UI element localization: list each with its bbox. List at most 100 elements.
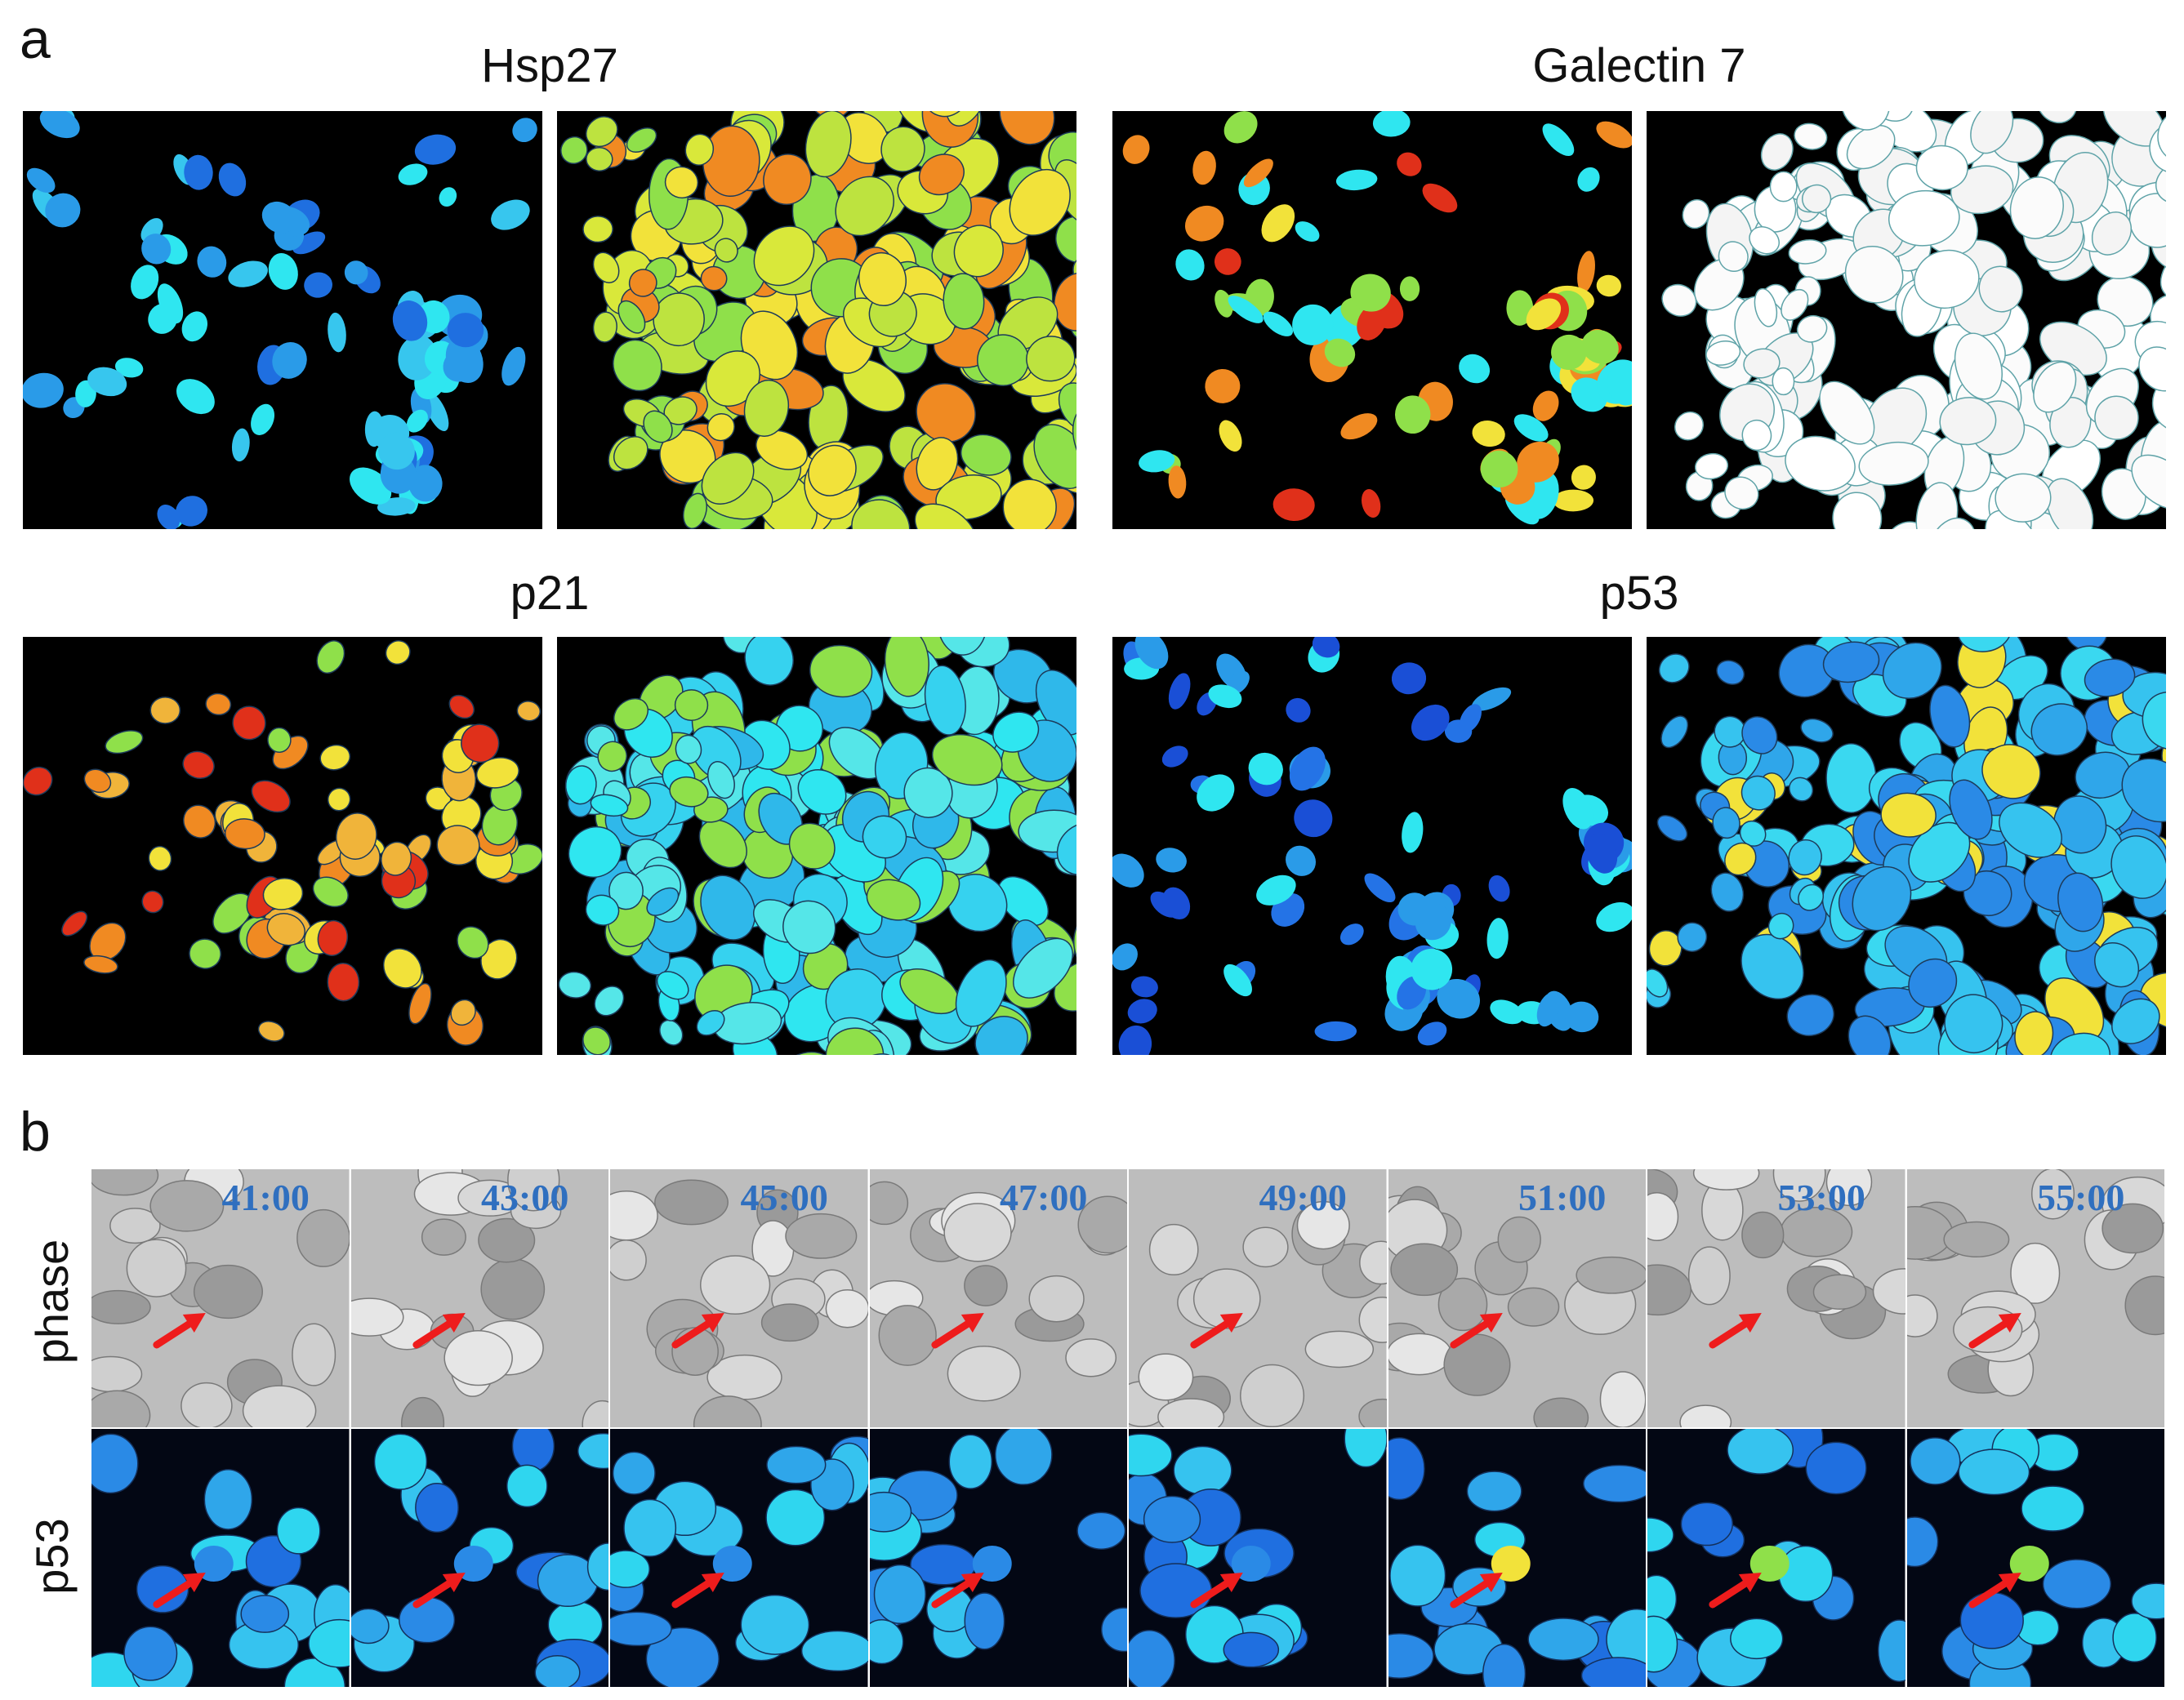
cell [2084,658,2136,697]
cell [696,1010,725,1036]
cell [2138,346,2166,392]
cell [421,1218,466,1256]
cell [1596,901,1632,932]
phase-frame-3 [610,1169,868,1427]
cell [1399,276,1420,301]
cell [1825,742,1877,814]
cell [1674,411,1704,441]
cell [763,154,812,206]
cell [1957,1449,2030,1496]
cell [1705,340,1741,366]
cell [866,879,921,921]
cell [568,826,622,879]
cell [785,1213,858,1259]
cell [398,163,428,185]
cell [903,767,953,818]
cell [91,1390,151,1427]
cell [1143,1495,1201,1543]
cell [335,812,377,860]
cell [800,637,872,643]
cell [1571,465,1596,490]
cell [1056,822,1076,876]
cell [585,116,618,148]
cell [1486,918,1509,959]
cell [1002,478,1057,529]
cell [955,959,1007,1027]
cell [1970,111,2014,154]
cell [878,1305,937,1366]
cell [1562,788,1593,830]
cell [1223,963,1252,997]
cell [1197,774,1235,812]
cell [425,392,449,432]
cell [2046,478,2094,529]
cell [1223,111,1258,144]
cell [1442,1333,1511,1396]
p53-frame-2 [350,1429,608,1687]
cell [268,253,298,290]
cell [350,1297,404,1337]
cell [2033,361,2077,413]
cell [1526,298,1562,331]
cell [586,1542,608,1591]
timestamp-label: 43:00 [481,1177,569,1218]
cell [1978,265,2023,313]
cell [714,238,738,263]
cell [1680,1502,1734,1546]
cell [1335,169,1378,191]
cell [1027,1275,1085,1323]
cell [1130,976,1158,998]
cell [1959,1591,2024,1649]
cell [1192,150,1216,185]
cell [1741,1211,1785,1259]
cell [91,1289,151,1324]
cell [825,1289,868,1328]
cell [182,750,215,779]
cell [1490,999,1524,1025]
cell [610,1550,650,1588]
cell [1647,1192,1679,1242]
cell [778,1051,840,1055]
cell [1727,1429,1794,1475]
cell [91,1433,139,1494]
cell [617,300,646,334]
cell [1497,1216,1541,1263]
cell [350,1608,390,1644]
cell [1513,414,1549,442]
p53-frame-6 [1388,1429,1646,1687]
cell [943,1203,1012,1262]
cell [1388,1333,1452,1376]
cell [1553,489,1594,512]
cell [1741,775,1776,811]
cell [1055,216,1076,264]
cell [1292,304,1334,345]
cell [414,1483,459,1533]
cell [2057,872,2104,932]
cell [83,768,112,794]
timestamp-label: 51:00 [1518,1177,1607,1218]
cell [1880,792,1937,838]
cell [592,311,617,343]
galectin7-image-dense [1647,111,2166,529]
cell [918,154,965,196]
cell [228,260,268,287]
timestamp-label: 49:00 [1259,1177,1347,1218]
cell [1173,1445,1232,1495]
cell [1388,1544,1446,1607]
cell [2020,1485,2084,1532]
cell [450,999,476,1026]
cell [1339,923,1364,946]
cell [197,246,227,278]
cell [669,776,709,808]
cell [373,1433,427,1490]
cell [884,637,929,697]
cell [582,1026,611,1055]
cell [1914,249,1980,309]
cell [1789,777,1814,802]
cell [1411,704,1450,741]
title-p21: p21 [510,567,590,620]
cell [700,874,756,941]
cell [740,1594,810,1655]
cell [1767,912,1794,940]
red-arrow-icon [1449,1573,1503,1609]
